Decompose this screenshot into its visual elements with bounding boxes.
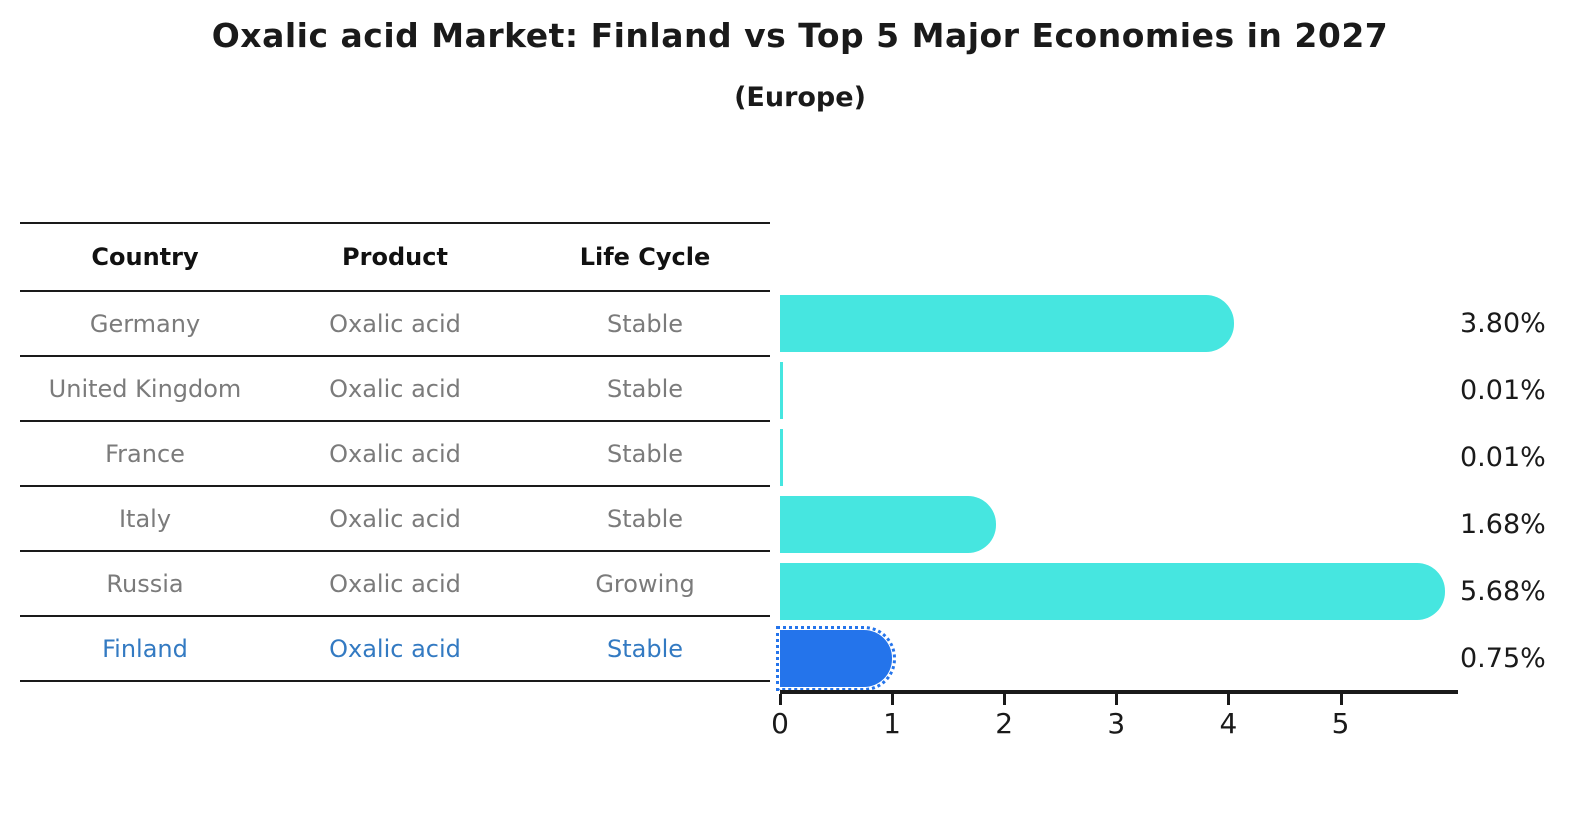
tick-label: 3: [1107, 707, 1126, 740]
value-label-france: 0.01%: [1460, 442, 1546, 473]
cell-product: Oxalic acid: [329, 374, 461, 403]
column-header-country: Country: [91, 243, 199, 271]
cell-life-cycle: Growing: [595, 569, 695, 598]
table-row: Russia Oxalic acid Growing: [20, 552, 770, 617]
bar-russia: [780, 563, 1445, 620]
bar-italy: [780, 496, 997, 553]
bar-row: [780, 491, 1456, 558]
chart-title: Oxalic acid Market: Finland vs Top 5 Maj…: [211, 16, 1389, 55]
cell-product: Oxalic acid: [329, 439, 461, 468]
bar-row: [780, 290, 1456, 357]
bar-plot-area: [775, 290, 1456, 692]
cell-country: France: [105, 439, 185, 468]
value-label-united-kingdom: 0.01%: [1460, 375, 1546, 406]
cell-country: Finland: [102, 634, 188, 663]
bar-france: [780, 429, 783, 486]
country-table: Country Product Life Cycle Germany Oxali…: [20, 222, 770, 682]
value-label-finland: 0.75%: [1460, 643, 1546, 674]
x-axis-ticks: 0 1 2 3 4 5: [771, 694, 1458, 754]
cell-country: Italy: [118, 504, 172, 533]
table-row: France Oxalic acid Stable: [20, 422, 770, 487]
cell-product: Oxalic acid: [329, 504, 461, 533]
tick-label: 5: [1331, 707, 1350, 740]
chart-subtitle: (Europe): [734, 82, 866, 113]
table-row: Italy Oxalic acid Stable: [20, 487, 770, 552]
cell-life-cycle: Stable: [606, 374, 684, 403]
table-header-row: Country Product Life Cycle: [20, 224, 770, 292]
bar-finland: [775, 626, 897, 691]
table-row: Germany Oxalic acid Stable: [20, 292, 770, 357]
tick-label: 4: [1219, 707, 1238, 740]
table-row-finland: Finland Oxalic acid Stable: [20, 617, 770, 682]
value-label-russia: 5.68%: [1460, 576, 1546, 607]
bar-row: [780, 357, 1456, 424]
cell-life-cycle: Stable: [606, 634, 684, 663]
x-axis-line: [780, 690, 1458, 694]
bar-row: [780, 424, 1456, 491]
column-header-life-cycle: Life Cycle: [579, 243, 711, 271]
tick-mark: [779, 694, 782, 705]
tick-mark: [1003, 694, 1007, 705]
tick-label: 2: [995, 707, 1014, 740]
column-header-product: Product: [342, 243, 448, 271]
value-label-germany: 3.80%: [1460, 308, 1546, 339]
bar-row: [775, 625, 1456, 692]
tick-mark: [1339, 694, 1343, 705]
bar-germany: [780, 295, 1234, 352]
bar-row: [780, 558, 1456, 625]
tick-mark: [891, 694, 895, 705]
cell-country: Russia: [106, 569, 184, 598]
cell-life-cycle: Stable: [606, 309, 684, 338]
cell-life-cycle: Stable: [606, 439, 684, 468]
tick-label: 1: [883, 707, 901, 740]
cell-product: Oxalic acid: [329, 634, 461, 663]
table-row: United Kingdom Oxalic acid Stable: [20, 357, 770, 422]
value-label-italy: 1.68%: [1460, 509, 1546, 540]
cell-country: Germany: [89, 309, 201, 338]
cell-life-cycle: Stable: [606, 504, 684, 533]
cell-country: United Kingdom: [48, 374, 242, 403]
tick-mark: [1227, 694, 1231, 705]
cell-product: Oxalic acid: [329, 309, 461, 338]
tick-mark: [1115, 694, 1119, 705]
bar-united-kingdom: [780, 362, 783, 419]
cell-product: Oxalic acid: [329, 569, 461, 598]
value-labels: 3.80% 0.01% 0.01% 1.68% 5.68% 0.75%: [1460, 290, 1580, 692]
tick-label: 0: [771, 707, 789, 740]
